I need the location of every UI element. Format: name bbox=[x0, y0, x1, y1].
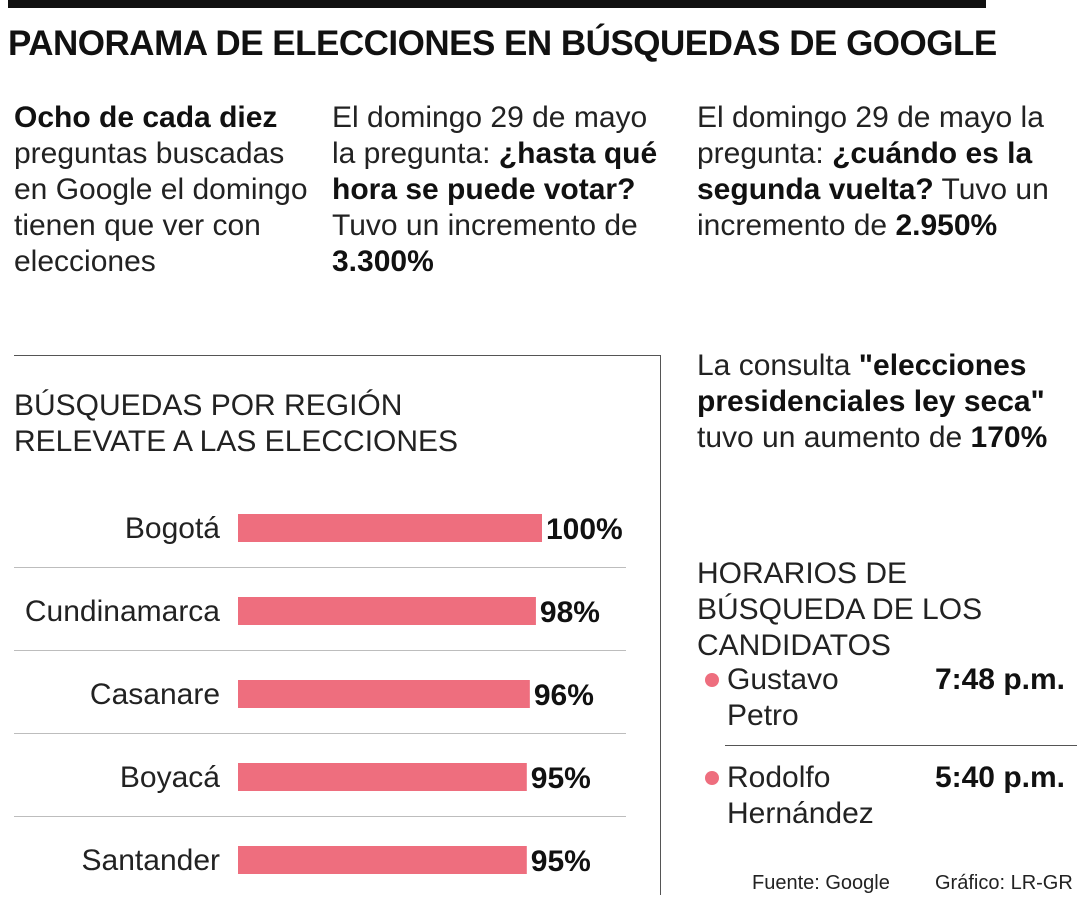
bar-value-label: 98% bbox=[540, 596, 600, 629]
horarios-title: HORARIOS DE BÚSQUEDA DE LOS CANDIDATOS bbox=[697, 557, 983, 662]
bar-value-label: 100% bbox=[546, 513, 623, 546]
stat-dry-law-pre: La consulta bbox=[697, 349, 859, 382]
page-title: PANORAMA DE ELECCIONES EN BÚSQUEDAS DE G… bbox=[8, 24, 997, 63]
stat-second-round-question: ¿cuándo es la segunda vuelta? bbox=[697, 137, 1033, 206]
bar-category-label: Santander bbox=[82, 844, 220, 877]
stat-dry-law: La consulta "elecciones presidenciales l… bbox=[697, 348, 1077, 456]
stat-second-round-mid: Tuvo un incremento de bbox=[697, 173, 1049, 242]
bar-3 bbox=[238, 763, 527, 791]
stat-voting-hours-question: ¿hasta qué hora se puede votar? bbox=[332, 137, 658, 206]
candidate-petro: Gustavo Petro 7:48 p.m. bbox=[705, 662, 1077, 734]
candidate-hernandez: Rodolfo Hernández 5:40 p.m. bbox=[705, 760, 1077, 832]
stat-voting-hours-pre: El domingo 29 de mayo la pregunta: bbox=[332, 101, 648, 170]
stat-second-round-pre: El domingo 29 de mayo la pregunta: bbox=[697, 101, 1044, 170]
stat-dry-law-mid: tuvo un aumento de bbox=[697, 421, 971, 454]
candidate-time: 7:48 p.m. bbox=[934, 663, 1065, 696]
bar-category-label: Cundinamarca bbox=[25, 595, 220, 628]
stat-second-round-value: 2.950% bbox=[895, 209, 998, 242]
bar-category-label: Bogotá bbox=[125, 512, 220, 545]
stat-dry-law-query: "elecciones presidenciales ley seca" bbox=[697, 349, 1045, 418]
stat-second-round: El domingo 29 de mayo la pregunta: ¿cuán… bbox=[697, 100, 1077, 244]
stat-voting-hours-value: 3.300% bbox=[332, 245, 434, 278]
candidate-name: Rodolfo Hernández bbox=[727, 761, 874, 830]
bar-value-label: 95% bbox=[531, 762, 591, 795]
source-credit: Fuente: Google bbox=[752, 872, 890, 894]
bullet-dot-icon bbox=[705, 673, 719, 687]
region-bar-chart: Bogotá 100% Cundinamarca 98% Casanare 96% Boya… bbox=[14, 512, 626, 878]
candidate-divider bbox=[725, 745, 1077, 746]
candidate-time: 5:40 p.m. bbox=[934, 761, 1065, 794]
bullet-dot-icon bbox=[705, 771, 719, 785]
stat-voting-hours: El domingo 29 de mayo la pregunta: ¿hast… bbox=[332, 100, 662, 280]
chart-frame-top bbox=[14, 355, 661, 356]
bar-2 bbox=[238, 680, 530, 708]
stat-eight-of-ten-bold: Ocho de cada diez bbox=[14, 101, 278, 134]
stat-eight-of-ten: Ocho de cada diez preguntas buscadas en … bbox=[14, 100, 314, 280]
bar-1 bbox=[238, 597, 536, 625]
bar-0 bbox=[238, 514, 542, 542]
graphic-credit: Gráfico: LR-GR bbox=[935, 872, 1073, 894]
stat-voting-hours-mid: Tuvo un incremento de bbox=[332, 209, 638, 242]
top-rule bbox=[8, 0, 986, 8]
bar-category-label: Casanare bbox=[90, 678, 220, 711]
stat-eight-of-ten-text: preguntas buscadas en Google el domingo … bbox=[14, 137, 308, 278]
chart-frame-right bbox=[660, 355, 661, 895]
bar-value-label: 96% bbox=[534, 679, 594, 712]
chart-title: BÚSQUEDAS POR REGIÓN RELEVATE A LAS ELEC… bbox=[14, 389, 459, 458]
candidate-name: Gustavo Petro bbox=[727, 663, 839, 732]
bar-4 bbox=[238, 846, 527, 874]
stat-dry-law-value: 170% bbox=[970, 421, 1048, 454]
bar-category-label: Boyacá bbox=[120, 761, 220, 794]
bar-value-label: 95% bbox=[531, 845, 591, 878]
